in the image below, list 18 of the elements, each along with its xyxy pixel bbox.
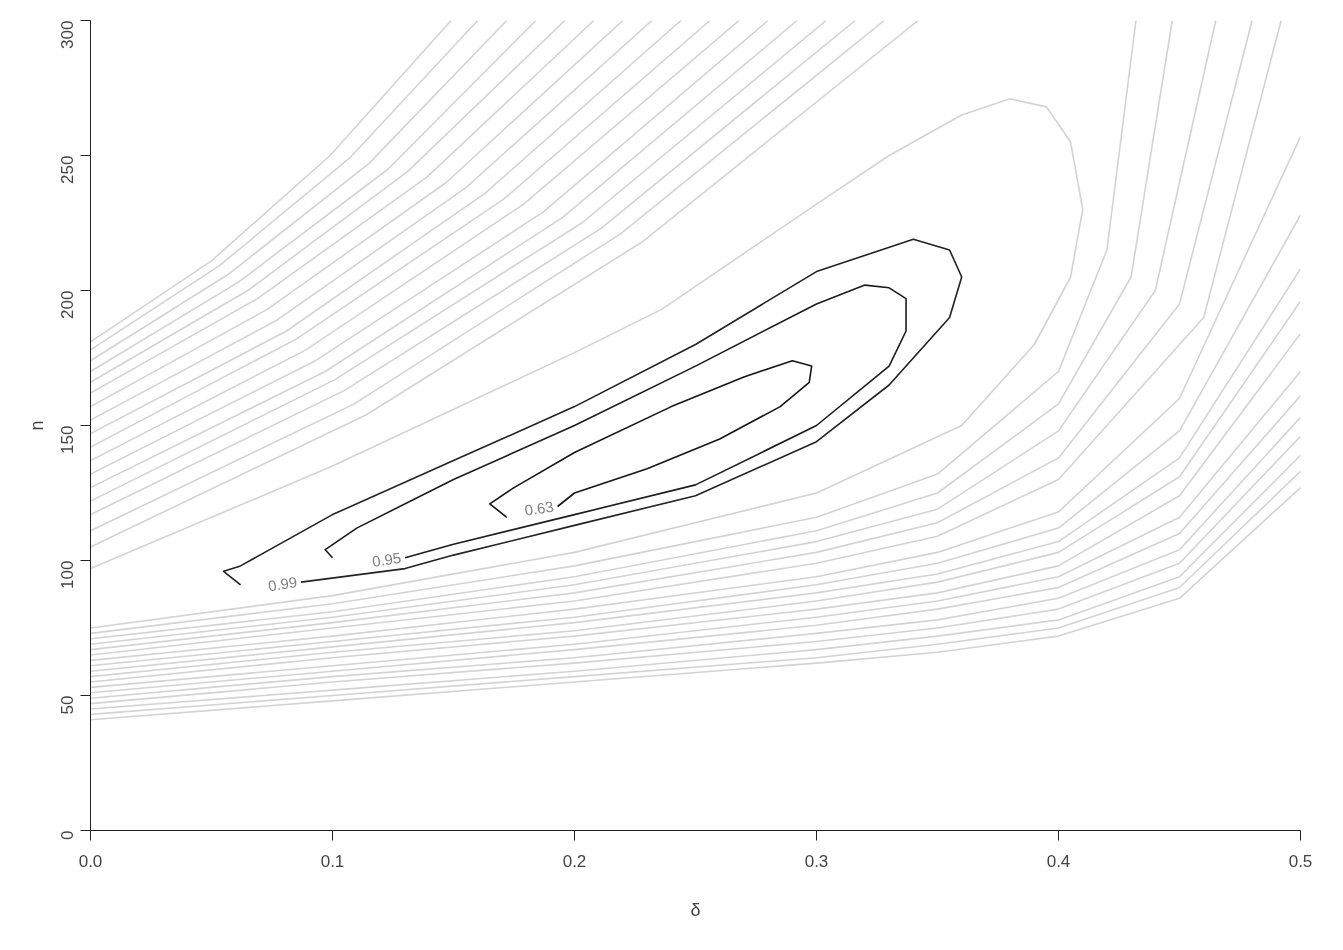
y-tick-label: 300 (57, 20, 77, 49)
text: 0.99 (266, 573, 299, 595)
x-tick-label: 0.5 (1288, 851, 1313, 871)
y-tick-label: 250 (57, 155, 77, 184)
y-tick-label: 100 (57, 560, 77, 589)
x-axis-title: δ (690, 899, 701, 920)
text: 0.63 (523, 497, 555, 519)
x-tick-label: 0.2 (562, 851, 587, 871)
y-tick-label: 0 (57, 830, 77, 840)
x-tick-label: 0.1 (320, 851, 345, 871)
x-tick-label: 0.4 (1046, 851, 1071, 871)
x-tick-label: 0.3 (804, 851, 829, 871)
y-tick-label: 50 (57, 695, 77, 715)
x-tick-label: 0.0 (78, 851, 103, 871)
y-axis-title: n (26, 420, 47, 431)
text: 0.95 (370, 548, 403, 571)
y-tick-label: 150 (57, 425, 77, 454)
y-tick-label: 200 (57, 290, 77, 319)
